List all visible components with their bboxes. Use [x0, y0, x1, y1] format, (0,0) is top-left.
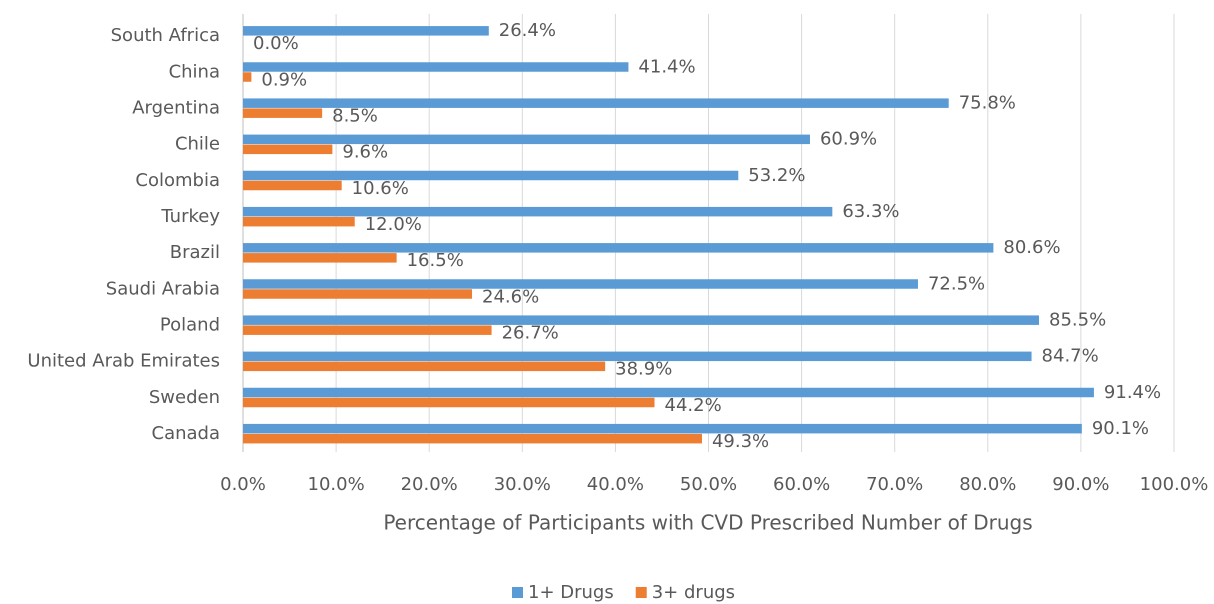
- data-label: 91.4%: [1104, 382, 1161, 403]
- bar: [243, 397, 655, 408]
- x-tick-label: 0.0%: [220, 474, 266, 495]
- bar: [243, 433, 702, 444]
- y-tick-label: United Arab Emirates: [27, 351, 220, 372]
- bar: [243, 253, 397, 263]
- data-label: 38.9%: [615, 359, 672, 380]
- bar: [243, 216, 355, 227]
- bar: [243, 26, 489, 36]
- legend-label: 3+ drugs: [652, 582, 735, 603]
- y-tick-label: Brazil: [170, 242, 220, 263]
- bar: [243, 361, 606, 372]
- x-tick-label: 60.0%: [773, 474, 830, 495]
- data-label: 60.9%: [820, 129, 877, 150]
- x-tick-label: 90.0%: [1052, 474, 1109, 495]
- x-tick-label: 70.0%: [866, 474, 923, 495]
- bar: [243, 243, 994, 253]
- data-label: 0.9%: [261, 69, 307, 90]
- data-label: 53.2%: [748, 165, 805, 186]
- data-label: 8.5%: [332, 105, 378, 126]
- bar: [243, 108, 323, 118]
- data-label: 49.3%: [712, 431, 769, 452]
- y-tick-label: China: [169, 61, 220, 82]
- data-label: 63.3%: [842, 201, 899, 222]
- y-tick-label: Poland: [160, 314, 220, 335]
- x-tick-label: 20.0%: [401, 474, 458, 495]
- legend-swatch: [635, 587, 647, 598]
- bar: [243, 423, 1082, 434]
- bar: [243, 98, 949, 108]
- x-tick-label: 80.0%: [959, 474, 1016, 495]
- bar: [243, 170, 739, 181]
- bar: [243, 144, 333, 155]
- y-tick-label: South Africa: [111, 25, 220, 46]
- x-tick-label: 10.0%: [308, 474, 365, 495]
- legend-swatch: [512, 587, 523, 598]
- x-axis-title: Percentage of Participants with CVD Pres…: [383, 511, 1032, 535]
- data-label: 80.6%: [1003, 237, 1060, 258]
- bar: [243, 289, 473, 299]
- bar: [243, 180, 342, 191]
- y-tick-label: Saudi Arabia: [106, 278, 220, 299]
- data-label: 72.5%: [928, 273, 985, 294]
- y-tick-label: Turkey: [160, 206, 220, 227]
- data-label: 41.4%: [638, 56, 695, 77]
- bar: [243, 206, 833, 217]
- y-tick-label: Colombia: [135, 170, 220, 191]
- bar: [243, 72, 252, 82]
- data-label: 9.6%: [342, 142, 388, 163]
- data-label: 26.4%: [499, 20, 556, 41]
- y-tick-label: Argentina: [132, 97, 220, 118]
- x-tick-label: 30.0%: [494, 474, 551, 495]
- data-label: 16.5%: [407, 250, 464, 271]
- data-label: 44.2%: [665, 395, 722, 416]
- y-tick-label: Canada: [152, 423, 221, 444]
- bar: [243, 62, 629, 72]
- bar: [243, 387, 1094, 398]
- bar: [243, 325, 492, 335]
- data-label: 84.7%: [1042, 346, 1099, 367]
- data-label: 85.5%: [1049, 309, 1106, 330]
- x-tick-label: 40.0%: [587, 474, 644, 495]
- bar: [243, 351, 1032, 362]
- bar: [243, 315, 1040, 325]
- data-label: 26.7%: [502, 322, 559, 343]
- bar: [243, 134, 810, 145]
- data-label: 0.0%: [253, 33, 299, 54]
- y-tick-label: Sweden: [149, 387, 220, 408]
- legend-label: 1+ Drugs: [528, 582, 614, 603]
- data-label: 10.6%: [352, 178, 409, 199]
- data-label: 12.0%: [365, 214, 422, 235]
- bar: [243, 279, 918, 289]
- data-label: 75.8%: [959, 92, 1016, 113]
- x-tick-label: 50.0%: [680, 474, 737, 495]
- x-tick-label: 100.0%: [1140, 474, 1209, 495]
- data-label: 90.1%: [1092, 418, 1149, 439]
- data-label: 24.6%: [482, 286, 539, 307]
- y-tick-label: Chile: [175, 134, 220, 155]
